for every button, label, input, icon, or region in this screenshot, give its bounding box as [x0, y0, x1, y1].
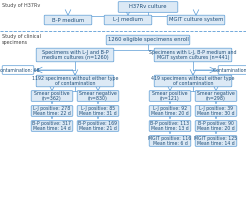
Text: L-J positive: 85
Mean time: 31 d: L-J positive: 85 Mean time: 31 d: [79, 106, 117, 116]
Text: B-P positive: 90
Mean time: 20 d: B-P positive: 90 Mean time: 20 d: [197, 121, 235, 131]
Text: L-J positive: 92
Mean time: 20 d: L-J positive: 92 Mean time: 20 d: [151, 106, 189, 116]
FancyBboxPatch shape: [36, 75, 114, 87]
Text: L-J medium: L-J medium: [113, 18, 143, 22]
Text: B-P positive: 113
Mean time: 13 d: B-P positive: 113 Mean time: 13 d: [151, 121, 189, 131]
FancyBboxPatch shape: [195, 136, 237, 146]
Text: Smear negative
(n=298): Smear negative (n=298): [197, 91, 235, 101]
FancyBboxPatch shape: [149, 136, 191, 146]
FancyBboxPatch shape: [36, 48, 114, 62]
Text: B-P medium: B-P medium: [52, 18, 84, 22]
Text: 419 specimens without either type
of contamination: 419 specimens without either type of con…: [151, 76, 235, 86]
FancyBboxPatch shape: [149, 91, 191, 101]
FancyBboxPatch shape: [31, 121, 73, 131]
FancyBboxPatch shape: [44, 15, 92, 25]
FancyBboxPatch shape: [104, 15, 152, 25]
FancyBboxPatch shape: [149, 121, 191, 131]
Text: Specimens with L-J and B-P
medium cultures (n=1260): Specimens with L-J and B-P medium cultur…: [42, 50, 108, 60]
Text: Contamination: 68: Contamination: 68: [0, 68, 39, 72]
Text: Smear negative
(n=830): Smear negative (n=830): [79, 91, 117, 101]
FancyBboxPatch shape: [167, 15, 225, 25]
FancyBboxPatch shape: [195, 106, 237, 116]
Text: L-J positive: 39
Mean time: 30 d: L-J positive: 39 Mean time: 30 d: [197, 106, 235, 116]
FancyBboxPatch shape: [149, 106, 191, 116]
Text: B-P positive: 317
Mean time: 14 d: B-P positive: 317 Mean time: 14 d: [32, 121, 72, 131]
Text: MGIT positive: 125
Mean time: 14 d: MGIT positive: 125 Mean time: 14 d: [194, 136, 238, 146]
Text: Smear positive
(n=121): Smear positive (n=121): [152, 91, 188, 101]
FancyBboxPatch shape: [106, 35, 190, 45]
Text: 1260 eligible specimens enroll: 1260 eligible specimens enroll: [108, 38, 188, 42]
Text: Study of clinical
specimens: Study of clinical specimens: [2, 34, 41, 45]
FancyBboxPatch shape: [195, 91, 237, 101]
Text: Study of H37Rv: Study of H37Rv: [2, 2, 40, 8]
FancyBboxPatch shape: [31, 91, 73, 101]
Text: Contamination: 22: Contamination: 22: [213, 68, 246, 72]
FancyBboxPatch shape: [31, 106, 73, 116]
FancyBboxPatch shape: [77, 91, 119, 101]
FancyBboxPatch shape: [195, 121, 237, 131]
FancyBboxPatch shape: [2, 66, 34, 74]
FancyBboxPatch shape: [77, 121, 119, 131]
FancyBboxPatch shape: [154, 48, 232, 62]
Text: MGIT positive: 116
Mean time: 6 d: MGIT positive: 116 Mean time: 6 d: [148, 136, 192, 146]
FancyBboxPatch shape: [154, 75, 232, 87]
FancyBboxPatch shape: [118, 2, 178, 12]
Text: H37Rv culture: H37Rv culture: [129, 4, 167, 10]
Text: B-P positive: 169
Mean time: 21 d: B-P positive: 169 Mean time: 21 d: [78, 121, 118, 131]
Text: 1192 specimens without either type
of contamination: 1192 specimens without either type of co…: [32, 76, 118, 86]
FancyBboxPatch shape: [218, 66, 246, 74]
FancyBboxPatch shape: [77, 106, 119, 116]
Text: Specimens with L-J, B-P medium and
MGIT system cultures (n=441): Specimens with L-J, B-P medium and MGIT …: [149, 50, 237, 60]
Text: L-J positive: 278
Mean time: 22 d: L-J positive: 278 Mean time: 22 d: [33, 106, 71, 116]
Text: Smear positive
(n=362): Smear positive (n=362): [34, 91, 70, 101]
Text: MGIT culture system: MGIT culture system: [169, 18, 223, 22]
